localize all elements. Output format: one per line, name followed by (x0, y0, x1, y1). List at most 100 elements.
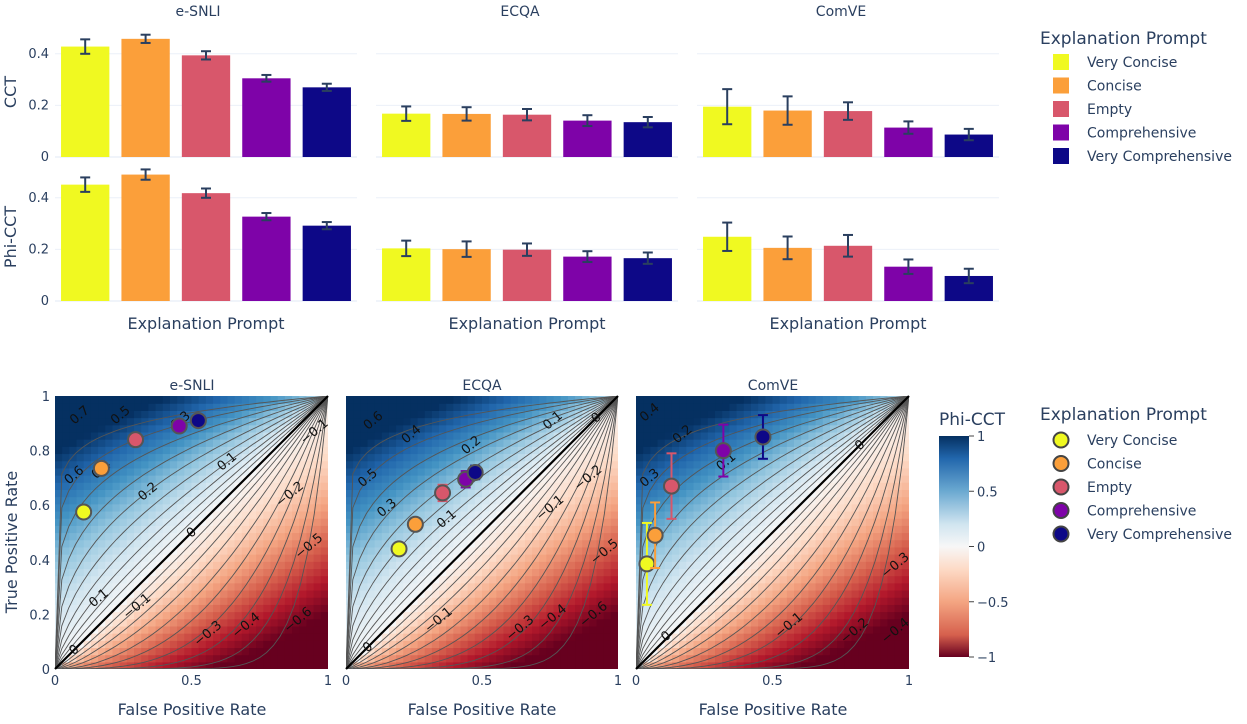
diagonal-line (54, 395, 329, 670)
bar-comprehensive (242, 78, 291, 157)
roc-xlabel-1: False Positive Rate (118, 700, 267, 719)
legend-swatch (1053, 54, 1069, 70)
bar-panel-3: 0 0.2 0.4 (28, 168, 357, 309)
colorbar-tick: 0.5 (977, 485, 998, 500)
roc-xtick: 1 (905, 674, 913, 689)
bar-concise (121, 38, 170, 157)
legend-item-empty[interactable]: Empty (1053, 101, 1132, 118)
colorbar-tick: 0 (977, 541, 985, 556)
roc-title-esnli: e-SNLI (170, 378, 215, 394)
point-comprehensive (714, 423, 732, 478)
error-bar (963, 267, 974, 285)
roc-ytick: 0.2 (29, 608, 50, 623)
bar-very-concise (61, 184, 110, 301)
contour-lines (346, 396, 618, 669)
roc-xlabel-3: False Positive Rate (699, 700, 848, 719)
point-marker (170, 417, 188, 435)
error-bar (903, 120, 914, 135)
diagonal-line (345, 395, 619, 670)
error-bar (321, 221, 332, 231)
legend-label: Very Concise (1087, 433, 1177, 449)
error-bar (582, 250, 593, 264)
legend-item-very-concise[interactable]: Very Concise (1052, 431, 1178, 450)
error-bar (843, 101, 853, 121)
bar-empty (181, 55, 231, 157)
error-bar (201, 187, 211, 199)
legend-item-very-comprehensive[interactable]: Very Comprehensive (1053, 148, 1232, 165)
error-bar (582, 114, 593, 128)
error-bar (461, 240, 472, 258)
point-empty (662, 452, 680, 520)
legend-item-very-concise[interactable]: Very Concise (1053, 54, 1177, 71)
roc-ytick: 0.8 (29, 445, 50, 460)
bar-empty (181, 193, 231, 301)
heatmap-background (636, 396, 909, 669)
point-concise (406, 515, 424, 533)
colorbar-gradient (939, 436, 969, 657)
bar-ytick: 0.4 (28, 191, 49, 206)
legend-label: Empty (1087, 480, 1132, 496)
point-marker (434, 484, 452, 502)
point-empty (434, 483, 452, 503)
point-comprehensive (170, 417, 188, 435)
roc-ytick: 0.4 (29, 554, 50, 569)
error-bar (140, 33, 151, 44)
bar-ytick: 0.4 (28, 47, 49, 62)
error-bar (80, 176, 91, 193)
point-concise (92, 459, 110, 477)
legend-marker (1052, 478, 1070, 496)
legend-item-comprehensive[interactable]: Comprehensive (1053, 124, 1196, 142)
legend-item-concise[interactable]: Concise (1053, 77, 1142, 95)
error-bar (843, 233, 853, 258)
error-bar (401, 105, 412, 122)
roc-xtick: 0 (51, 674, 59, 689)
bar-panel-0: 0 0.2 0.4 (28, 33, 357, 165)
legend-swatch (1053, 148, 1069, 164)
roc-panel-comve: 0.40.20.100.30 −0.1 −0.2−0.3−0.40 0.5 1 (632, 395, 913, 689)
legend-item-very-comprehensive[interactable]: Very Comprehensive (1052, 525, 1232, 544)
colorbar-tick: 1 (977, 430, 985, 445)
error-bar (522, 242, 532, 257)
point-very-comprehensive (189, 412, 207, 430)
legend-swatch (1053, 124, 1069, 141)
point-very-concise (75, 503, 93, 521)
error-bar (80, 38, 91, 55)
bar-ytick: 0.2 (28, 98, 49, 113)
legend-label: Concise (1087, 457, 1142, 473)
legend-swatch (1053, 77, 1069, 94)
legend-top-title: Explanation Prompt (1040, 29, 1207, 49)
bar-panel-5 (697, 197, 999, 302)
point-marker (127, 431, 145, 449)
legend-label: Very Comprehensive (1087, 149, 1232, 165)
point-marker (92, 459, 110, 477)
error-bar (903, 258, 914, 275)
point-very-concise (390, 540, 408, 558)
bar-xlabel-2: Explanation Prompt (448, 314, 605, 333)
legend-item-empty[interactable]: Empty (1052, 478, 1133, 497)
legend-item-concise[interactable]: Concise (1052, 455, 1142, 473)
bar-comprehensive (242, 216, 291, 301)
error-bar (722, 88, 733, 126)
error-bar (722, 221, 733, 252)
bar-empty (502, 249, 552, 301)
point-marker (390, 540, 408, 558)
roc-xtick: 1 (324, 674, 332, 689)
error-bar (261, 73, 272, 83)
bar-title-comve: ComVE (816, 4, 866, 20)
bar-xlabel-3: Explanation Prompt (769, 314, 926, 333)
roc-xtick: 0.5 (181, 674, 202, 689)
point-empty (127, 431, 145, 449)
error-bar (461, 106, 472, 122)
legend-label: Concise (1087, 79, 1142, 95)
bar-title-esnli: e-SNLI (176, 4, 221, 20)
legend-label: Very Comprehensive (1087, 527, 1232, 543)
roc-charts: 0.70.50.40.60.30.20.10.100−0.1−0.1−0.2−0… (29, 390, 913, 689)
bar-very-comprehensive (944, 134, 993, 157)
legend-label: Very Concise (1087, 55, 1177, 71)
error-bar (782, 95, 793, 126)
legend-top: Explanation Prompt Very Concise Concise Em… (1040, 29, 1232, 165)
point-marker (189, 412, 207, 430)
legend-item-comprehensive[interactable]: Comprehensive (1052, 502, 1197, 520)
legend-marker (1052, 455, 1070, 472)
error-bar (522, 108, 532, 122)
